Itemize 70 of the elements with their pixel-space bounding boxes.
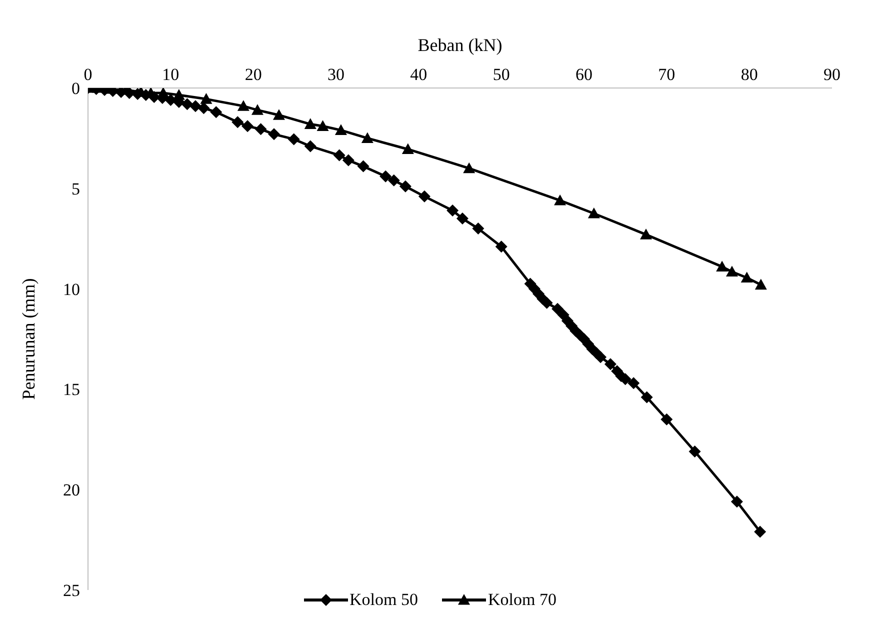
point	[463, 162, 476, 174]
x-tick-label: 50	[492, 65, 510, 84]
y-axis-title: Penurunan (mm)	[18, 278, 38, 400]
point	[268, 128, 280, 140]
point	[242, 120, 254, 132]
point	[254, 123, 267, 136]
point	[640, 228, 652, 240]
x-tick-label: 0	[84, 65, 92, 84]
point	[388, 174, 400, 186]
x-axis-title: Beban (kN)	[418, 34, 502, 55]
point	[540, 296, 553, 309]
point	[334, 124, 347, 135]
point	[604, 358, 616, 370]
point	[402, 143, 414, 154]
point	[288, 133, 300, 146]
point	[640, 391, 653, 404]
point	[172, 89, 185, 100]
point	[660, 413, 673, 426]
x-tick-label: 70	[658, 65, 676, 84]
point	[730, 496, 743, 508]
point	[237, 100, 250, 111]
point	[554, 194, 566, 206]
point	[726, 266, 738, 277]
point	[251, 104, 264, 115]
point	[380, 170, 392, 182]
y-tick-label: 20	[63, 480, 80, 500]
x-tick-label: 90	[824, 65, 840, 84]
point	[181, 98, 194, 110]
y-tick-label: 25	[63, 581, 80, 600]
x-tick-label: 60	[576, 65, 592, 84]
point	[716, 260, 728, 272]
point	[628, 377, 640, 390]
point	[198, 102, 210, 114]
point	[304, 118, 316, 129]
x-tick-label: 40	[410, 65, 428, 84]
point	[342, 154, 354, 166]
y-tick-label: 5	[72, 179, 80, 198]
point	[189, 100, 202, 112]
point	[361, 132, 374, 143]
legend-label: Kolom 70	[488, 590, 556, 610]
y-tick-label: 0	[72, 79, 80, 98]
point	[157, 88, 170, 98]
y-tick-label: 15	[63, 380, 80, 400]
point	[495, 240, 508, 253]
point	[472, 222, 484, 235]
point	[232, 116, 244, 128]
point	[552, 302, 564, 315]
point	[418, 190, 430, 202]
legend-label: Kolom 50	[350, 590, 418, 610]
point	[210, 106, 222, 118]
point	[200, 93, 212, 104]
point	[446, 204, 459, 216]
point	[357, 160, 370, 172]
x-tick-label: 80	[740, 65, 758, 84]
y-tick-label: 10	[63, 280, 80, 299]
point	[754, 526, 766, 538]
point	[456, 212, 468, 225]
x-tick-label: 10	[162, 65, 180, 84]
point	[316, 120, 329, 131]
point	[304, 140, 316, 152]
x-tick-label: 20	[244, 65, 262, 84]
point	[399, 180, 412, 192]
point	[594, 351, 607, 364]
point	[333, 149, 346, 162]
point	[588, 208, 600, 218]
point	[688, 445, 701, 458]
point	[740, 272, 753, 283]
x-tick-label: 30	[328, 65, 344, 84]
point	[754, 278, 767, 290]
point	[272, 109, 285, 120]
